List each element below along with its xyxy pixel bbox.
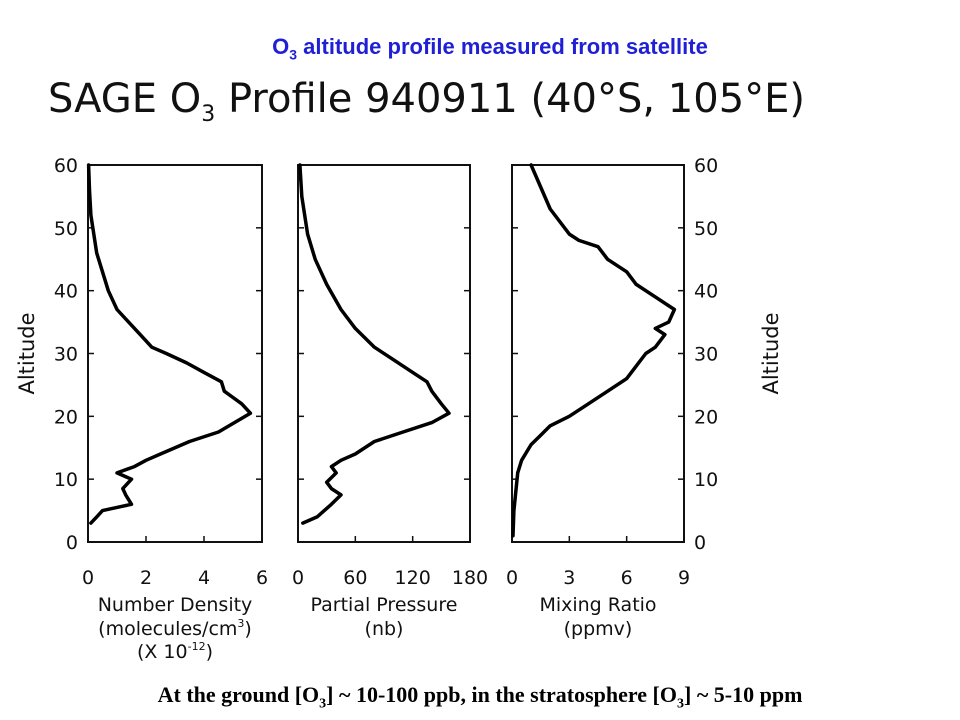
panel-3-series-1-line bbox=[511, 163, 677, 538]
panel-1-xlabel-line-3-sup: -12 bbox=[188, 640, 206, 653]
panel-3-ytick-label: 10 bbox=[694, 469, 718, 491]
panel-1-xlabel-line-2: (molecules/cm3) bbox=[98, 617, 252, 640]
panel-1-ytick-label: 60 bbox=[54, 155, 78, 177]
panel-1-xlabel-line-1: Number Density bbox=[98, 594, 253, 616]
panel-2-xlabel-line-1: Partial Pressure bbox=[311, 594, 458, 616]
figure-title-subscript: 3 bbox=[201, 102, 216, 127]
panel-3-xtick-label: 3 bbox=[563, 567, 575, 589]
panel-1-xlabel-line-2-text: (molecules/cm bbox=[98, 618, 237, 640]
panel-1-ytick-label: 0 bbox=[66, 532, 78, 554]
footer-part-3: ] ~ 5-10 ppm bbox=[684, 682, 803, 707]
panel-1-xlabel-line-3-text: (X 10 bbox=[137, 641, 188, 663]
panel-3-xlabel-line-1: Mixing Ratio bbox=[539, 594, 656, 616]
panel-2-xtick-label: 0 bbox=[292, 567, 304, 589]
panel-1-xlabel-line-2-close: ) bbox=[244, 618, 251, 640]
panel-3-xlabel-line-2: (ppmv) bbox=[564, 618, 633, 640]
panel-2-xlabel-line-2: (nb) bbox=[365, 618, 404, 640]
panel-1-xlabel-line-3: (X 10-12) bbox=[137, 640, 213, 663]
panel-3-ytick-label: 30 bbox=[694, 344, 718, 366]
panel-2-xtick-label: 120 bbox=[395, 567, 431, 589]
panel-1-xtick-label: 6 bbox=[256, 567, 268, 589]
slide-title-prefix: O bbox=[272, 34, 290, 59]
panel-1-xlabel-line-3-close: ) bbox=[206, 641, 213, 663]
panel-2-series-1-line bbox=[298, 163, 451, 525]
panel-3-xtick-label: 6 bbox=[621, 567, 633, 589]
footer-sub-2: 3 bbox=[677, 696, 684, 712]
footer-sub-1: 3 bbox=[319, 696, 327, 712]
panel-2-xtick-label: 60 bbox=[343, 567, 367, 589]
panel-1-xtick-label: 4 bbox=[198, 567, 210, 589]
panel-1-ytick-label: 30 bbox=[54, 344, 78, 366]
footer-part-1: At the ground [O bbox=[157, 682, 320, 707]
panel-3-xtick-label: 0 bbox=[506, 567, 518, 589]
panel-3-ylabel: Altitude bbox=[759, 312, 783, 394]
panel-1-ytick-label: 50 bbox=[54, 218, 78, 240]
panel-1-ylabel: Altitude bbox=[15, 312, 39, 394]
footer-part-2: ] ~ 10-100 ppb, in the stratosphere [O bbox=[326, 682, 677, 707]
panel-1-series-1-line bbox=[86, 163, 253, 525]
panel-3-frame bbox=[511, 164, 685, 543]
panel-1-ytick-label: 20 bbox=[54, 406, 78, 428]
panel-3-ytick-label: 0 bbox=[694, 532, 706, 554]
panel-3-xtick-label: 9 bbox=[678, 567, 690, 589]
slide-title-subscript: 3 bbox=[289, 46, 298, 63]
figure-title-prefix: SAGE O bbox=[48, 76, 202, 122]
panel-3-ytick-label: 60 bbox=[694, 155, 718, 177]
footer-note: At the ground [O3] ~ 10-100 ppb, in the … bbox=[0, 682, 960, 712]
panel-1-xtick-label: 2 bbox=[140, 567, 152, 589]
panel-1-frame bbox=[87, 164, 263, 543]
panel-1-ytick-label: 40 bbox=[54, 281, 78, 303]
panel-1-ytick-label: 10 bbox=[54, 469, 78, 491]
panel-3-ytick-label: 50 bbox=[694, 218, 718, 240]
figure-title-rest: Profile 940911 (40°S, 105°E) bbox=[215, 76, 806, 122]
panel-2-xtick-label: 180 bbox=[452, 567, 488, 589]
figure-title: SAGE O3 Profile 940911 (40°S, 105°E) bbox=[48, 76, 805, 127]
slide-title-rest: altitude profile measured from satellite bbox=[297, 34, 708, 59]
panel-1-xlabel-line-2-sup: 3 bbox=[237, 617, 244, 630]
slide-title: O3 altitude profile measured from satell… bbox=[0, 34, 960, 62]
panel-3-ytick-label: 40 bbox=[694, 281, 718, 303]
panel-1-xtick-label: 0 bbox=[82, 567, 94, 589]
panel-3-ytick-label: 20 bbox=[694, 406, 718, 428]
